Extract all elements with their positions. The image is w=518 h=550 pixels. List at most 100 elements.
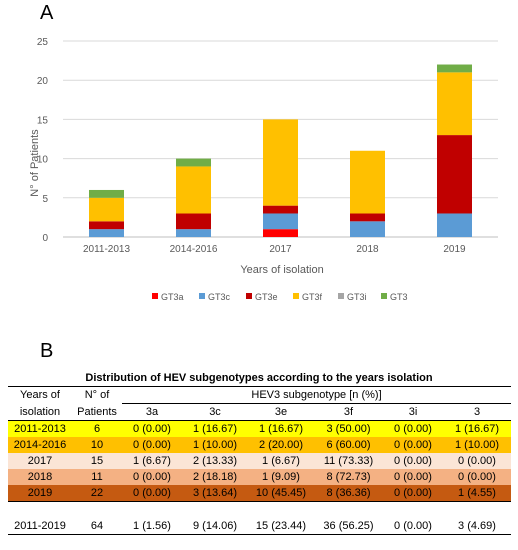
cell-subtype-3: 0 (0.00) [458, 471, 496, 483]
legend-swatch-gt3f [293, 293, 299, 299]
legend-label-gt3: GT3 [390, 292, 408, 302]
panel-b-label: B [40, 340, 54, 362]
cell-subtype-3i: 0 (0.00) [383, 518, 443, 535]
legend: GT3a GT3c GT3e GT3f GT3i GT3 [152, 292, 408, 302]
cell-subtype-3f: 3 (50.00) [326, 423, 371, 435]
bar-segment-gt3-2019 [437, 64, 472, 73]
y-axis-label: N° of Patients [29, 129, 41, 197]
x-tick-label: 2011-2013 [83, 244, 131, 255]
table-row: 2019 22 0 (0.00) 3 (13.64) 10 (45.45) 8 (36.3… [8, 485, 512, 502]
y-tick-labels: 0 5 10 15 20 25 [37, 37, 49, 244]
cell-subtype-3a: 0 (0.00) [122, 485, 182, 502]
cell-year: 2017 [27, 455, 53, 467]
cell-subtype-3: 1 (16.67) [455, 423, 500, 435]
cell-year: 2011-2019 [8, 518, 72, 535]
legend-swatch-gt3 [381, 293, 387, 299]
y-tick-label: 20 [37, 76, 49, 87]
legend-label-gt3f: GT3f [302, 292, 323, 302]
x-tick-labels: 2011-2013 2014-2016 2017 2018 2019 [83, 244, 466, 255]
cell-subtype-3i: 0 (0.00) [394, 423, 432, 435]
cell-subtype-3: 3 (4.69) [443, 518, 512, 535]
header-n-2: Patients [72, 403, 122, 421]
x-tick-label: 2018 [356, 244, 379, 255]
cell-subtype-3e: 1 (16.67) [258, 423, 304, 435]
cell-n-patients: 6 [93, 423, 101, 435]
cell-subtype-3f: 8 (36.36) [314, 485, 383, 502]
header-subtype-3: 3 [443, 403, 512, 421]
cell-subtype-3e: 15 (23.44) [248, 518, 314, 535]
bar-segment-gt3f-2011-2013 [89, 197, 124, 222]
cell-subtype-3a: 0 (0.00) [133, 439, 171, 451]
header-years-2: isolation [8, 403, 72, 421]
table-spacer-row [8, 502, 511, 519]
cell-subtype-3c: 1 (16.67) [192, 423, 238, 435]
header-subtype-3i: 3i [383, 403, 443, 421]
cell-subtype-3: 0 (0.00) [458, 455, 496, 467]
header-subtype-3c: 3c [182, 403, 248, 421]
cell-subtype-3c: 2 (18.18) [192, 471, 238, 483]
table-row: 2011-2013 6 0 (0.00) 1 (16.67) 1 (16.67) 3 (5… [8, 420, 512, 437]
table-title: Distribution of HEV subgenotypes accordi… [85, 372, 433, 384]
table-row: 2017 15 1 (6.67) 2 (13.33) 1 (6.67) 11 (73.33… [8, 453, 512, 469]
header-subgenotype: HEV3 subgenotype [n (%)] [122, 386, 512, 404]
bar-segment-gt3f-2014-2016 [176, 166, 211, 214]
legend-label-gt3i: GT3i [347, 292, 367, 302]
bar-segment-gt3-2011-2013 [89, 189, 124, 198]
bar-segment-gt3c-2018 [350, 221, 385, 237]
bar-segment-gt3-2014-2016 [176, 158, 211, 167]
cell-subtype-3e: 10 (45.45) [248, 485, 314, 502]
cell-year: 2014-2016 [13, 439, 67, 451]
x-axis-label: Years of isolation [240, 264, 323, 276]
header-subtype-3e: 3e [248, 403, 314, 421]
cell-subtype-3f: 11 (73.33) [323, 455, 374, 467]
cell-subtype-3f: 8 (72.73) [326, 471, 371, 483]
y-tick-label: 10 [37, 155, 49, 166]
bar-segment-gt3e-2017 [263, 205, 298, 214]
bar-segment-gt3c-2019 [437, 213, 472, 237]
y-tick-label: 5 [42, 194, 48, 205]
subgenotype-table: Years of N° of HEV3 subgenotype [n (%)] … [8, 386, 512, 535]
legend-swatch-gt3a [152, 293, 158, 299]
bar-segment-gt3e-2018 [350, 213, 385, 222]
y-tick-label: 15 [37, 115, 49, 126]
header-subtype-3f: 3f [314, 403, 383, 421]
table-row: 2014-2016 10 0 (0.00) 1 (10.00) 2 (20.00) 6 (… [8, 437, 512, 453]
table-row: 2018 11 0 (0.00) 2 (18.18) 1 (9.09) 8 (72.73)… [8, 469, 512, 485]
cell-year: 2011-2013 [14, 423, 66, 435]
cell-subtype-3e: 1 (9.09) [262, 471, 300, 483]
cell-subtype-3c: 1 (10.00) [192, 439, 238, 451]
bar-segment-gt3e-2019 [437, 135, 472, 214]
header-years: Years of [8, 386, 72, 404]
cell-subtype-3a: 0 (0.00) [133, 471, 171, 483]
bar-segment-gt3f-2017 [263, 119, 298, 206]
bar-segment-gt3c-2014-2016 [176, 229, 211, 237]
cell-subtype-3e: 2 (20.00) [258, 439, 304, 451]
cell-subtype-3i: 0 (0.00) [383, 485, 443, 502]
y-tick-label: 0 [42, 233, 48, 244]
bar-segment-gt3e-2011-2013 [89, 221, 124, 230]
cell-n-patients: 11 [91, 471, 103, 483]
cell-subtype-3i: 0 (0.00) [394, 439, 432, 451]
legend-swatch-gt3e [246, 293, 252, 299]
y-tick-label: 25 [37, 37, 49, 48]
cell-subtype-3a: 0 (0.00) [133, 423, 171, 435]
x-tick-label: 2019 [443, 244, 466, 255]
x-tick-label: 2017 [269, 244, 292, 255]
cell-subtype-3i: 0 (0.00) [394, 455, 432, 467]
cell-subtype-3i: 0 (0.00) [394, 471, 432, 483]
bar-segment-gt3f-2018 [350, 150, 385, 214]
bar-segment-gt3c-2011-2013 [89, 229, 124, 237]
cell-subtype-3f: 36 (56.25) [314, 518, 383, 535]
cell-subtype-3c: 3 (13.64) [182, 485, 248, 502]
cell-n-patients: 22 [72, 485, 122, 502]
cell-n-patients: 64 [72, 518, 122, 535]
cell-n-patients: 10 [90, 439, 104, 451]
cell-n-patients: 15 [90, 455, 104, 467]
cell-subtype-3c: 2 (13.33) [192, 455, 238, 467]
legend-label-gt3c: GT3c [208, 292, 231, 302]
cell-year: 2018 [27, 471, 53, 483]
legend-swatch-gt3c [199, 293, 205, 299]
table-total-row: 2011-2019 64 1 (1.56) 9 (14.06) 15 (23.44) 36… [8, 518, 512, 535]
header-n: N° of [72, 386, 122, 404]
